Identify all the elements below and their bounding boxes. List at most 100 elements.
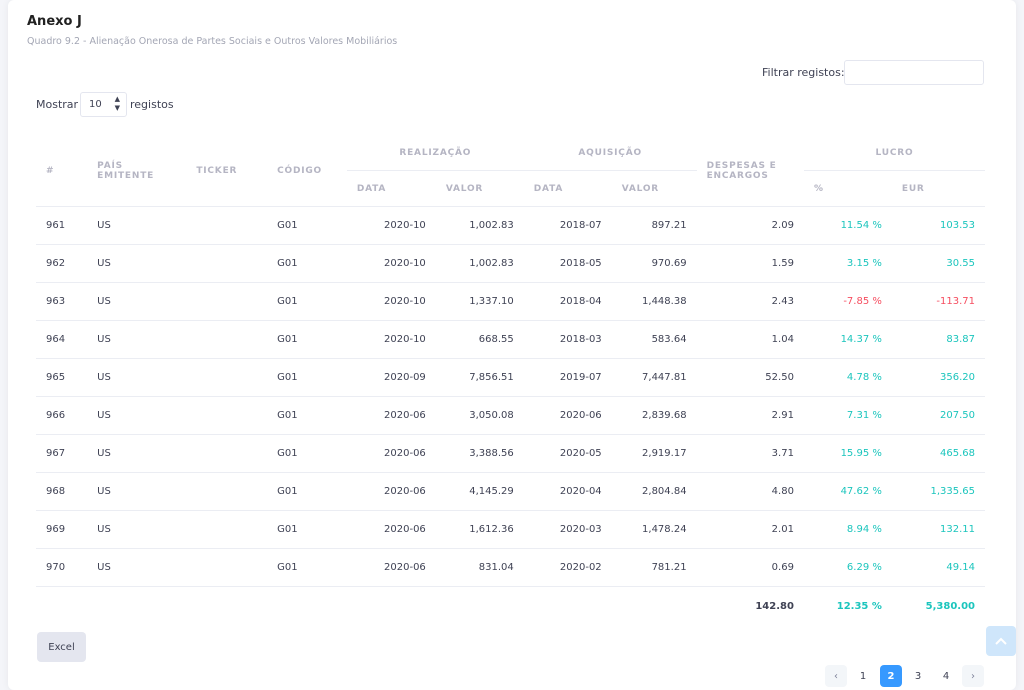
excel-button[interactable]: Excel — [37, 632, 86, 662]
cell-acquisition-date: 2018-04 — [523, 282, 612, 321]
cell-acquisition-value: 1,448.38 — [611, 282, 697, 321]
col-realization-value[interactable]: VALOR — [435, 170, 524, 207]
cell-code: G01 — [267, 472, 347, 511]
table-row: 965 US G01 2020-09 7,856.51 2019-07 7,447.81 52… — [36, 358, 985, 397]
cell-country: US — [87, 320, 187, 359]
cell-country: US — [87, 206, 187, 245]
cell-country: US — [87, 396, 187, 435]
cell-country: US — [87, 282, 187, 321]
col-acquisition-value[interactable]: VALOR — [611, 170, 697, 207]
cell-profit-pct: 47.62 % — [803, 472, 892, 511]
total-profit-eur: 5,380.00 — [925, 600, 975, 612]
cell-acquisition-date: 2020-03 — [523, 510, 612, 549]
filter-label: Filtrar registos: — [762, 66, 845, 79]
cell-ticker — [186, 396, 268, 435]
cell-profit-eur: 465.68 — [891, 434, 985, 473]
cell-country: US — [87, 510, 187, 549]
col-realization-date[interactable]: DATA — [346, 170, 436, 207]
cell-profit-pct: 14.37 % — [803, 320, 892, 359]
col-profit-pct[interactable]: % — [803, 170, 892, 207]
page-1[interactable]: 1 — [859, 670, 867, 682]
cell-ticker — [186, 320, 268, 359]
scroll-top-button[interactable] — [986, 626, 1016, 656]
cell-acquisition-date: 2019-07 — [523, 358, 612, 397]
cell-acquisition-value: 583.64 — [611, 320, 697, 359]
cell-ticker — [186, 282, 268, 321]
cell-profit-pct: -7.85 % — [803, 282, 892, 321]
cell-ticker — [186, 548, 268, 587]
table-row: 969 US G01 2020-06 1,612.36 2020-03 1,478.24 2.… — [36, 510, 985, 549]
cell-profit-pct: 4.78 % — [803, 358, 892, 397]
col-acquisition-date[interactable]: DATA — [523, 170, 612, 207]
page-2[interactable]: 2 — [880, 665, 902, 687]
cell-realization-value: 4,145.29 — [435, 472, 524, 511]
page-4[interactable]: 4 — [942, 670, 950, 682]
cell-expenses: 3.71 — [696, 434, 804, 473]
cell-expenses: 4.80 — [696, 472, 804, 511]
cell-profit-eur: 103.53 — [891, 206, 985, 245]
chevron-right-icon: › — [971, 670, 975, 682]
cell-profit-pct: 6.29 % — [803, 548, 892, 587]
table-row: 963 US G01 2020-10 1,337.10 2018-04 1,448.38 2.… — [36, 282, 985, 321]
page-subtitle: Quadro 9.2 - Alienação Onerosa de Partes… — [27, 36, 398, 47]
length-label-after: registos — [130, 98, 174, 111]
cell-profit-eur: 1,335.65 — [891, 472, 985, 511]
cell-expenses: 2.01 — [696, 510, 804, 549]
col-ticker[interactable]: TICKER — [186, 136, 268, 207]
cell-expenses: 2.91 — [696, 396, 804, 435]
group-realization: REALIZAÇÃO — [399, 148, 472, 158]
col-code[interactable]: CÓDIGO — [267, 136, 347, 207]
col-profit-eur[interactable]: EUR — [891, 170, 985, 207]
pagination-next[interactable]: › — [962, 665, 984, 687]
cell-expenses: 52.50 — [696, 358, 804, 397]
cell-ticker — [186, 472, 268, 511]
cell-realization-date: 2020-10 — [346, 244, 436, 283]
cell-ticker — [186, 244, 268, 283]
cell-expenses: 0.69 — [696, 548, 804, 587]
filter-input[interactable] — [844, 60, 984, 85]
cell-realization-value: 1,337.10 — [435, 282, 524, 321]
pagination-prev[interactable]: ‹ — [825, 665, 847, 687]
cell-realization-date: 2020-10 — [346, 320, 436, 359]
cell-profit-pct: 11.54 % — [803, 206, 892, 245]
table-row: 962 US G01 2020-10 1,002.83 2018-05 970.69 1.59… — [36, 244, 985, 283]
cell-profit-eur: 356.20 — [891, 358, 985, 397]
length-label-before: Mostrar — [36, 98, 79, 111]
page-3[interactable]: 3 — [914, 670, 922, 682]
col-index[interactable]: # — [36, 136, 88, 207]
cell-acquisition-value: 970.69 — [611, 244, 697, 283]
table-row: 966 US G01 2020-06 3,050.08 2020-06 2,839.68 2.… — [36, 396, 985, 435]
cell-profit-eur: 132.11 — [891, 510, 985, 549]
chevron-up-icon — [995, 637, 1007, 645]
cell-ticker — [186, 206, 268, 245]
col-expenses[interactable]: DESPESAS E ENCARGOS — [696, 136, 804, 207]
col-country[interactable]: PAÍS EMITENTE — [87, 136, 187, 207]
cell-acquisition-date: 2018-03 — [523, 320, 612, 359]
cell-index: 963 — [36, 282, 88, 321]
cell-realization-date: 2020-10 — [346, 206, 436, 245]
cell-realization-value: 831.04 — [435, 548, 524, 587]
data-table: # PAÍS EMITENTE TICKER CÓDIGO REALIZAÇÃO… — [36, 136, 985, 625]
page-length-value: 10 — [89, 99, 102, 110]
cell-profit-eur: 83.87 — [891, 320, 985, 359]
table-row: 964 US G01 2020-10 668.55 2018-03 583.64 1.04 14… — [36, 320, 985, 359]
cell-realization-date: 2020-06 — [346, 434, 436, 473]
cell-realization-date: 2020-06 — [346, 548, 436, 587]
cell-acquisition-value: 2,919.17 — [611, 434, 697, 473]
cell-acquisition-date: 2018-05 — [523, 244, 612, 283]
cell-realization-value: 668.55 — [435, 320, 524, 359]
cell-acquisition-value: 2,804.84 — [611, 472, 697, 511]
page-length-select[interactable]: 10 ▲ ▼ — [80, 92, 127, 117]
cell-profit-eur: 30.55 — [891, 244, 985, 283]
cell-index: 966 — [36, 396, 88, 435]
cell-country: US — [87, 434, 187, 473]
cell-profit-pct: 8.94 % — [803, 510, 892, 549]
cell-realization-value: 7,856.51 — [435, 358, 524, 397]
cell-index: 967 — [36, 434, 88, 473]
cell-ticker — [186, 434, 268, 473]
group-acquisition: AQUISIÇÃO — [578, 148, 642, 158]
cell-realization-value: 1,002.83 — [435, 206, 524, 245]
cell-code: G01 — [267, 434, 347, 473]
cell-acquisition-value: 897.21 — [611, 206, 697, 245]
cell-index: 962 — [36, 244, 88, 283]
